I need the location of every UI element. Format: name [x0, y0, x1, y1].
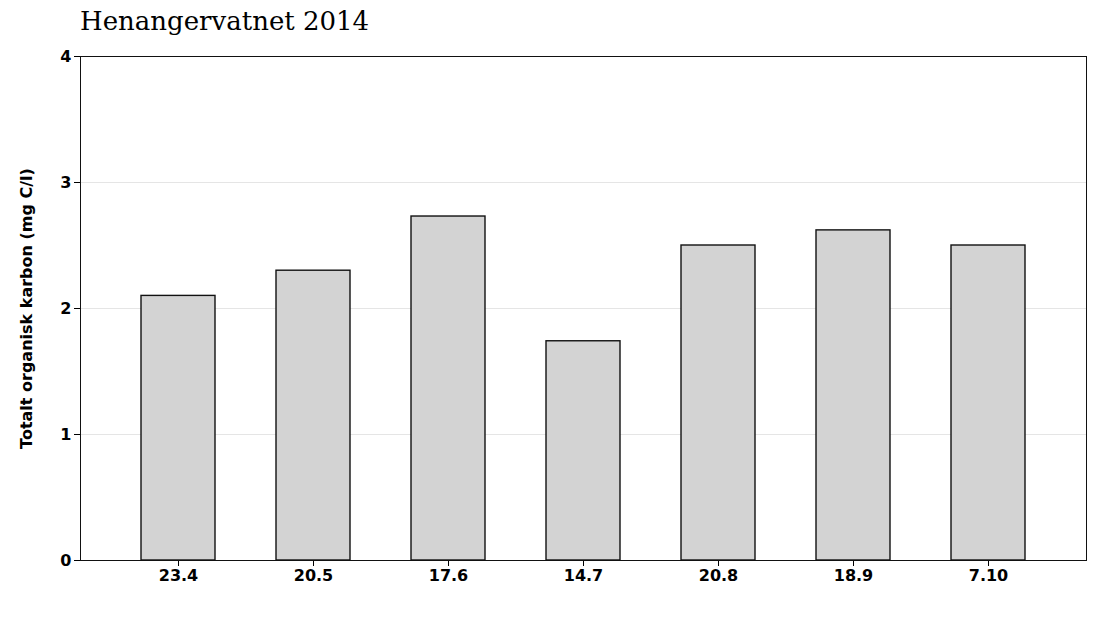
html-text:Henangervatnet 2014: Henangervatnet 2014 — [80, 6, 370, 36]
svg-text:4: 4 — [60, 47, 71, 66]
svg-text:2: 2 — [60, 299, 71, 318]
svg-text:0: 0 — [60, 551, 71, 570]
svg-text:3: 3 — [60, 173, 71, 192]
svg-text:23.4: 23.4 — [159, 566, 198, 585]
svg-text:1: 1 — [60, 425, 71, 444]
svg-text:20.8: 20.8 — [699, 566, 738, 585]
svg-text:17.6: 17.6 — [429, 566, 468, 585]
svg-text:7.10: 7.10 — [969, 566, 1008, 585]
svg-text:18.9: 18.9 — [834, 566, 873, 585]
svg-text:14.7: 14.7 — [564, 566, 603, 585]
svg-text:20.5: 20.5 — [294, 566, 333, 585]
svg-text:Totalt organisk karbon (mg C/l: Totalt organisk karbon (mg C/l) — [17, 168, 36, 449]
